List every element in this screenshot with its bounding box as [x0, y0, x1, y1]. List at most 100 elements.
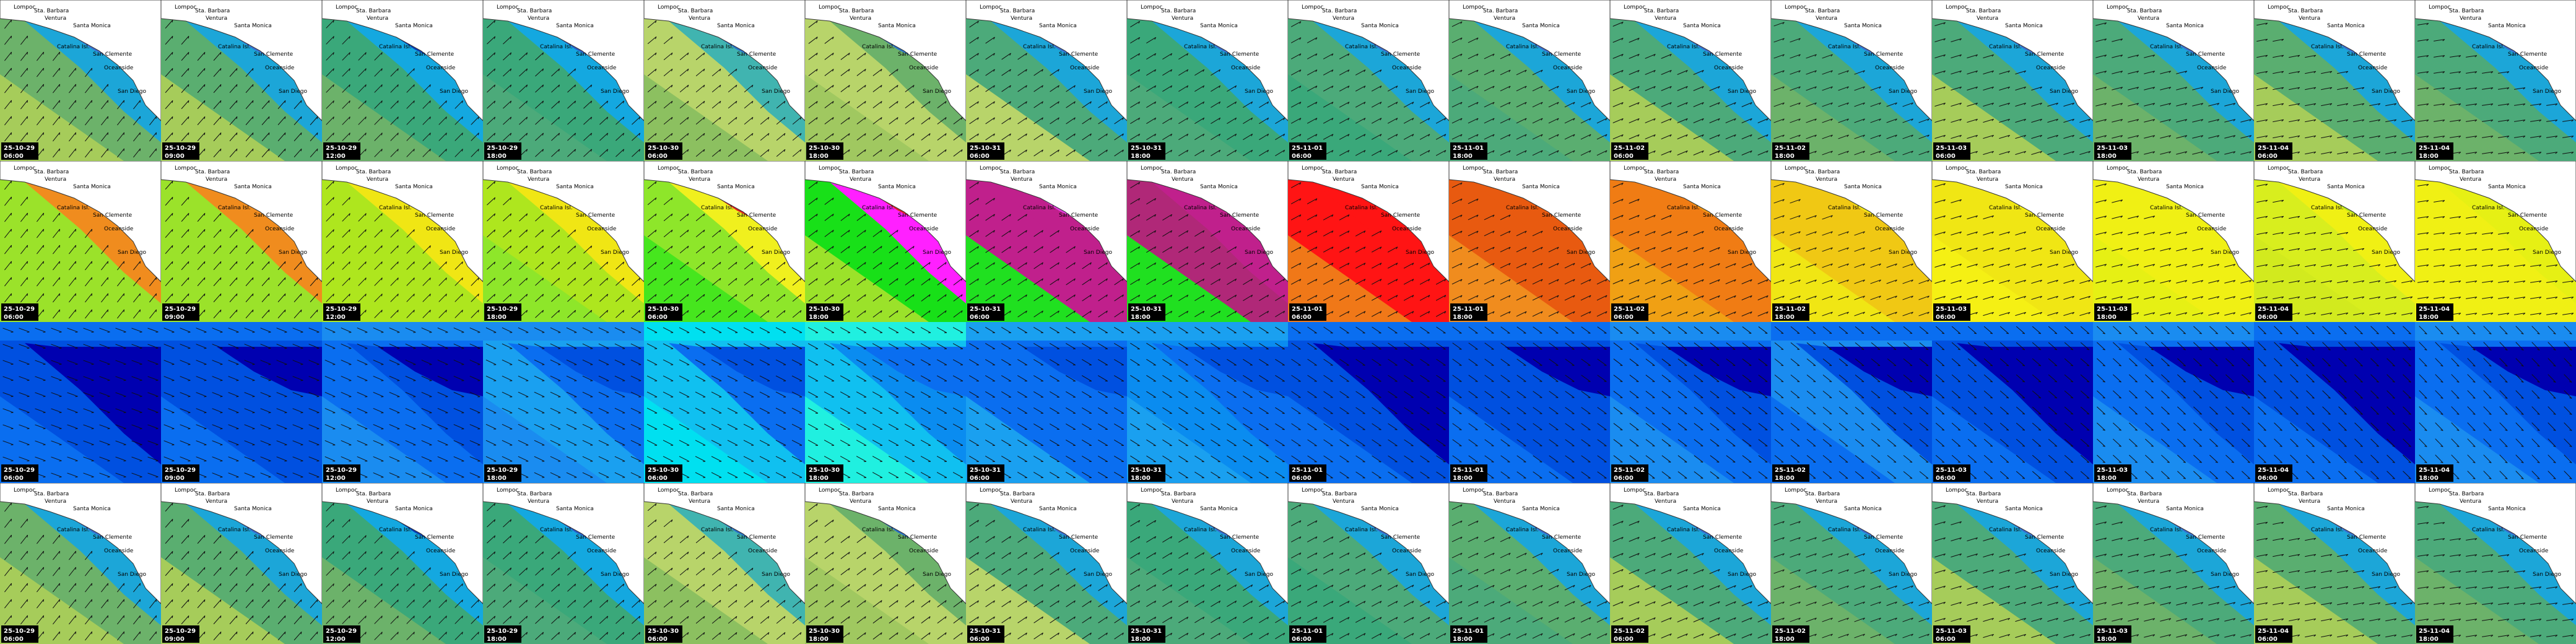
wind-arrow	[165, 116, 173, 126]
wind-arrow	[244, 376, 255, 381]
wind-arrow	[2564, 326, 2572, 334]
wind-arrow	[2435, 438, 2443, 447]
wind-arrow	[292, 424, 303, 430]
timestamp-box	[323, 142, 360, 160]
wind-arrow	[2306, 358, 2315, 367]
wind-arrow	[1741, 263, 1752, 268]
wind-arrow	[2274, 326, 2282, 334]
wind-arrow	[1741, 295, 1752, 300]
wind-arrow	[856, 440, 867, 446]
wind-arrow	[1403, 633, 1414, 639]
wind-arrow	[2256, 280, 2268, 284]
wind-arrow	[1355, 69, 1366, 76]
wind-arrow	[1066, 85, 1076, 92]
wind-arrow	[1533, 455, 1543, 463]
wind-arrow	[760, 583, 770, 592]
wind-arrow	[663, 116, 673, 125]
wind-arrow	[1565, 375, 1575, 382]
wind-arrow	[1838, 279, 1849, 284]
wind-arrow	[2177, 374, 2186, 383]
wind-arrow	[792, 599, 802, 608]
wind-arrow	[342, 616, 350, 624]
wind-arrow	[163, 408, 175, 414]
wind-arrow	[1709, 247, 1720, 252]
wind-arrow	[2290, 358, 2299, 367]
wind-arrow	[1758, 375, 1768, 382]
place-label: Oceanside	[1714, 226, 1744, 232]
wind-arrow	[2531, 422, 2540, 431]
wind-arrow	[727, 343, 738, 349]
wind-arrow	[1854, 311, 1865, 316]
wind-arrow	[1726, 407, 1736, 414]
wind-arrow	[115, 360, 126, 365]
wind-arrow	[83, 344, 94, 349]
wind-arrow	[1951, 326, 1961, 334]
place-label: Oceanside	[1553, 65, 1583, 71]
wind-arrow	[2161, 374, 2170, 383]
wind-arrow	[535, 68, 544, 77]
place-label: Lompoc	[336, 487, 357, 494]
wind-arrow	[1757, 617, 1769, 622]
wind-arrow	[1146, 214, 1157, 221]
wind-arrow	[374, 616, 383, 624]
wind-arrow	[1436, 342, 1446, 350]
wind-arrow	[1565, 391, 1575, 398]
wind-arrow	[20, 51, 28, 61]
wind-arrow	[535, 535, 544, 544]
wind-arrow	[2354, 455, 2363, 463]
wind-arrow	[1017, 616, 1027, 624]
wind-arrow	[791, 456, 803, 462]
wind-arrow	[1339, 391, 1349, 398]
wind-arrow	[1436, 455, 1446, 463]
wind-arrow	[405, 456, 416, 462]
wind-arrow	[824, 101, 834, 108]
place-label: Lompoc	[1624, 4, 1645, 11]
place-label: Ventura	[45, 176, 66, 183]
wind-arrow	[1967, 438, 1977, 447]
wind-arrow	[1516, 326, 1526, 334]
wind-arrow	[2564, 455, 2572, 463]
wind-arrow	[1435, 279, 1447, 285]
wind-arrow	[2160, 232, 2172, 235]
wind-arrow	[1178, 230, 1189, 237]
wind-arrow	[1516, 150, 1527, 156]
wind-arrow	[632, 277, 641, 286]
wind-arrow	[1387, 295, 1398, 301]
wind-arrow	[1130, 101, 1141, 108]
wind-arrow	[2387, 342, 2395, 350]
wind-arrow	[245, 261, 254, 271]
place-label: Catalina Isl.	[2311, 205, 2344, 211]
wind-arrow	[1999, 231, 2010, 236]
wind-arrow	[2499, 358, 2508, 367]
wind-arrow	[1661, 569, 1672, 574]
wind-arrow	[53, 84, 61, 94]
place-label: Ventura	[367, 15, 388, 22]
wind-arrow	[889, 600, 899, 607]
wind-arrow	[1967, 455, 1977, 463]
place-label: San Clemente	[1864, 212, 1904, 219]
wind-arrow	[759, 327, 770, 333]
wind-arrow	[1516, 359, 1526, 366]
wind-arrow	[1404, 391, 1414, 398]
wind-arrow	[1838, 422, 1848, 431]
wind-arrow	[695, 261, 705, 270]
wind-arrow	[1677, 455, 1687, 463]
wind-arrow	[1710, 326, 1720, 334]
wind-arrow	[358, 261, 367, 270]
wind-arrow	[824, 198, 834, 205]
wind-arrow	[2016, 342, 2026, 350]
place-label: Ventura	[1011, 15, 1032, 22]
wind-arrow	[1902, 118, 1913, 123]
wind-arrow	[583, 583, 593, 592]
wind-arrow	[840, 616, 850, 624]
wind-arrow	[1146, 53, 1157, 60]
wind-arrow	[53, 583, 61, 593]
ocean-zone	[2310, 347, 2415, 396]
wind-arrow	[341, 424, 352, 430]
wind-arrow	[1130, 503, 1141, 511]
wind-arrow	[824, 278, 834, 285]
wind-arrow	[1951, 342, 1961, 350]
wind-arrow	[1516, 118, 1527, 124]
